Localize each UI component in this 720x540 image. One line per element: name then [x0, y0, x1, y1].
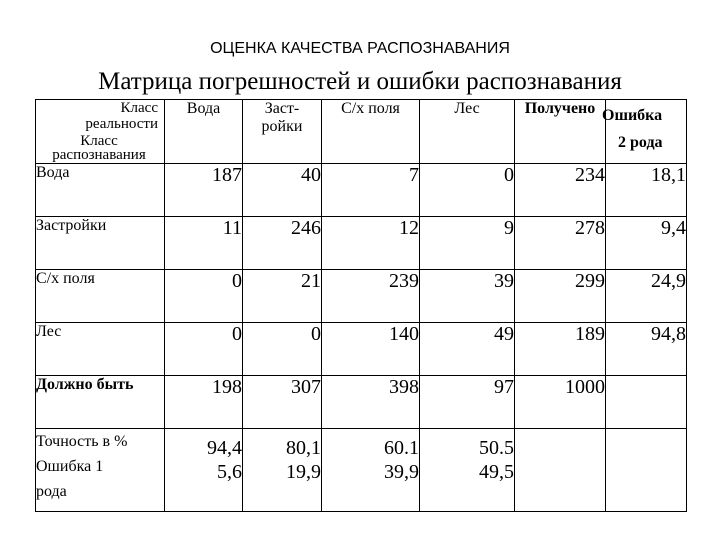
header-row: Класс реальности Класс распознавания Вод…	[35, 99, 687, 164]
accuracy-cell: 50.5 49,5	[419, 428, 515, 512]
error1-value: 39,9	[384, 461, 419, 483]
empty-cell	[605, 375, 687, 429]
table-cell: 12	[321, 216, 420, 270]
should-be-row: Должно быть 198 307 398 97 1000	[35, 375, 687, 429]
table-row: Вода 187 40 7 0 234 18,1	[35, 163, 687, 217]
col-header-forest: Лес	[419, 99, 515, 164]
row-label-accuracy: Точность в % Ошибка 1 рода	[35, 428, 165, 512]
col-header-error2-line2: 2 рода	[618, 134, 663, 151]
col-header-water: Вода	[164, 99, 243, 164]
table-cell: 21	[242, 269, 322, 323]
table-cell: 24,9	[605, 269, 687, 323]
table-row: Лес 0 0 140 49 189 94,8	[35, 322, 687, 376]
corner-label-recognition: Класс распознавания	[52, 133, 146, 163]
empty-cell	[514, 428, 606, 512]
col-header-agri: С/х поля	[321, 99, 420, 164]
table-cell: 140	[321, 322, 420, 376]
table-cell: 18,1	[605, 163, 687, 217]
accuracy-value: 94,4	[207, 437, 242, 459]
accuracy-label: Точность в %	[36, 433, 128, 450]
col-header-error2: Ошибка 2 рода	[602, 99, 687, 164]
table-cell: 246	[242, 216, 322, 270]
table-cell: 187	[164, 163, 243, 217]
table-cell: 398	[321, 375, 420, 429]
table-cell: 9,4	[605, 216, 687, 270]
error1-label-line2: рода	[36, 483, 67, 500]
accuracy-row: Точность в % Ошибка 1 рода 94,4 5,6 80,1…	[35, 428, 687, 512]
corner-label-reality: Класс реальности	[85, 100, 158, 132]
col-header-received: Получено	[514, 99, 606, 164]
table-cell: 7	[321, 163, 420, 217]
error1-value: 49,5	[479, 461, 514, 483]
table-cell: 234	[514, 163, 606, 217]
accuracy-cell: 80,1 19,9	[242, 428, 322, 512]
accuracy-value: 50.5	[479, 437, 514, 459]
table-cell: 299	[514, 269, 606, 323]
table-cell: 40	[242, 163, 322, 217]
table-cell: 278	[514, 216, 606, 270]
col-header-error2-line1: Ошибка	[602, 107, 663, 124]
empty-cell	[605, 428, 687, 512]
table-cell: 0	[164, 322, 243, 376]
row-label-should-be: Должно быть	[35, 375, 165, 429]
table-cell: 198	[164, 375, 243, 429]
accuracy-value: 80,1	[286, 437, 321, 459]
confusion-matrix-table: Класс реальности Класс распознавания Вод…	[35, 99, 687, 512]
col-header-built: Заст- ройки	[242, 99, 322, 164]
error1-value: 5,6	[217, 461, 242, 483]
col-header-built-line2: ройки	[261, 118, 303, 135]
table-cell: 94,8	[605, 322, 687, 376]
row-label: Лес	[35, 322, 165, 376]
table-cell: 0	[419, 163, 515, 217]
slide-heading: ОЦЕНКА КАЧЕСТВА РАСПОЗНАВАНИЯ	[210, 40, 510, 57]
table-cell: 0	[242, 322, 322, 376]
corner-cell: Класс реальности Класс распознавания	[35, 99, 165, 164]
row-label: Вода	[35, 163, 165, 217]
col-header-built-line1: Заст-	[264, 100, 300, 117]
accuracy-cell: 60.1 39,9	[321, 428, 420, 512]
table-cell: 307	[242, 375, 322, 429]
total-cell: 1000	[514, 375, 606, 429]
accuracy-cell: 94,4 5,6	[164, 428, 243, 512]
table-row: Застройки 11 246 12 9 278 9,4	[35, 216, 687, 270]
table-cell: 11	[164, 216, 243, 270]
accuracy-value: 60.1	[384, 437, 419, 459]
table-cell: 49	[419, 322, 515, 376]
table-cell: 239	[321, 269, 420, 323]
slide-title: Матрица погрешностей и ошибки распознава…	[98, 68, 622, 95]
error1-value: 19,9	[286, 461, 321, 483]
table-cell: 97	[419, 375, 515, 429]
error1-label-line1: Ошибка 1	[36, 458, 104, 475]
table-cell: 39	[419, 269, 515, 323]
row-label: Застройки	[35, 216, 165, 270]
table-cell: 0	[164, 269, 243, 323]
table-cell: 189	[514, 322, 606, 376]
row-label: С/х поля	[35, 269, 165, 323]
table-cell: 9	[419, 216, 515, 270]
table-row: С/х поля 0 21 239 39 299 24,9	[35, 269, 687, 323]
